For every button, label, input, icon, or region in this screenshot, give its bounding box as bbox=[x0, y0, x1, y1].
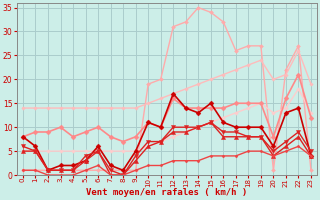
X-axis label: Vent moyen/en rafales ( km/h ): Vent moyen/en rafales ( km/h ) bbox=[86, 188, 248, 197]
